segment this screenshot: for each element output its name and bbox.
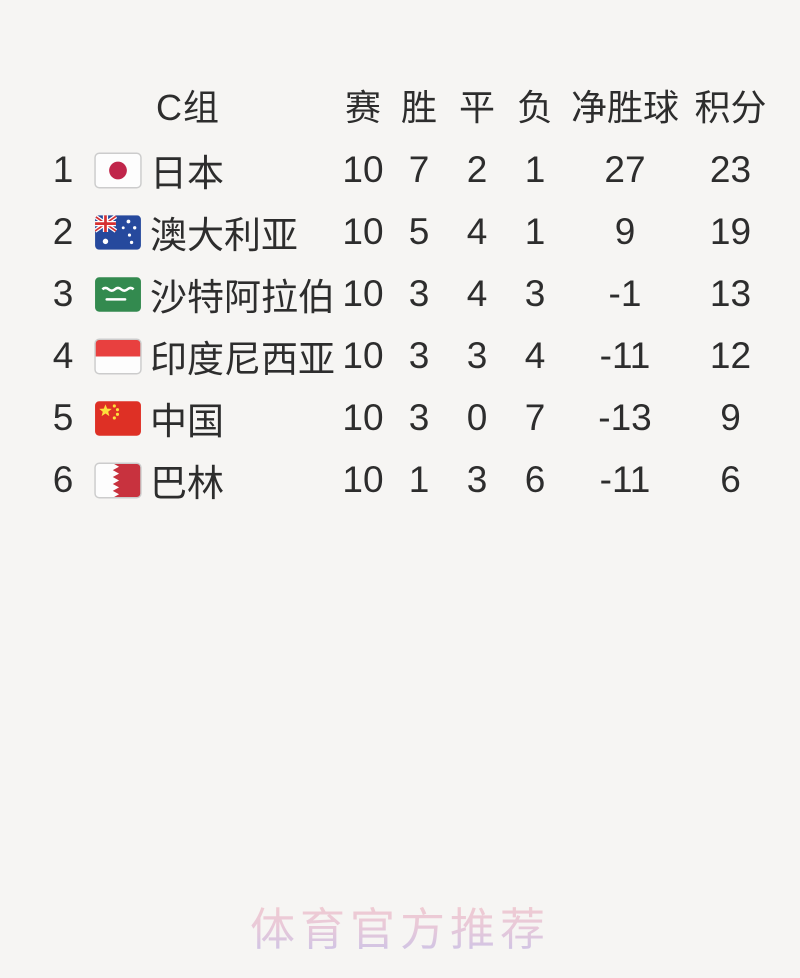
- flag-bahrain-icon: [94, 462, 142, 498]
- watermark-text: 体育官方推荐: [0, 893, 800, 958]
- lost-value: 1: [524, 211, 546, 252]
- rank-label: 3: [52, 273, 74, 314]
- header-won: 胜: [400, 87, 437, 128]
- team-name: 中国: [150, 401, 224, 442]
- points-value: 6: [720, 459, 741, 500]
- rank-label: 2: [52, 211, 74, 252]
- header-drawn: 平: [458, 87, 495, 128]
- goal-diff-value: 9: [614, 211, 636, 252]
- rank-label: 6: [52, 459, 74, 500]
- played-value: 10: [342, 273, 384, 314]
- team-flag: [86, 276, 150, 313]
- goal-diff-value: -1: [608, 273, 642, 314]
- team-flag: [86, 152, 150, 189]
- drawn-value: 0: [466, 397, 488, 438]
- header-goal-diff: 净胜球: [570, 87, 679, 128]
- team-name: 印度尼西亚: [150, 339, 335, 380]
- table-header-row: C组 赛 胜 平 负 净胜球 积分: [40, 76, 775, 134]
- points-value: 9: [720, 397, 741, 438]
- table-row: 1 日本 10 7 2 1 27 23: [40, 139, 775, 201]
- team-name: 日本: [150, 153, 224, 194]
- team-flag: [86, 214, 150, 251]
- lost-value: 3: [524, 273, 546, 314]
- lost-value: 7: [524, 397, 546, 438]
- played-value: 10: [342, 211, 384, 252]
- played-value: 10: [342, 397, 384, 438]
- team-name: 巴林: [150, 463, 224, 504]
- flag-australia-icon: [95, 214, 141, 250]
- lost-value: 4: [524, 335, 546, 376]
- table-row: 4 印度尼西亚 10 3 3 4 -11 12: [40, 325, 775, 387]
- header-played: 赛: [344, 87, 381, 128]
- team-flag: [86, 400, 150, 437]
- table-row: 2: [40, 201, 775, 263]
- won-value: 1: [408, 459, 430, 500]
- drawn-value: 2: [466, 149, 488, 190]
- goal-diff-value: -11: [599, 335, 651, 376]
- team-flag: [86, 462, 150, 499]
- drawn-value: 3: [466, 335, 488, 376]
- won-value: 5: [408, 211, 430, 252]
- points-value: 19: [709, 211, 752, 252]
- rank-label: 4: [52, 335, 74, 376]
- won-value: 3: [408, 273, 430, 314]
- points-value: 23: [709, 149, 752, 190]
- drawn-value: 4: [466, 273, 488, 314]
- won-value: 3: [408, 335, 430, 376]
- won-value: 3: [408, 397, 430, 438]
- points-value: 13: [709, 273, 752, 314]
- flag-japan-icon: [94, 152, 142, 188]
- played-value: 10: [342, 335, 384, 376]
- flag-china-icon: [95, 400, 141, 436]
- points-value: 12: [709, 335, 752, 376]
- table-row: 5 中国 10 3 0 7 -13 9: [40, 387, 775, 449]
- flag-saudi-arabia-icon: [95, 276, 141, 312]
- lost-value: 1: [524, 149, 546, 190]
- team-flag: [86, 338, 150, 375]
- drawn-value: 4: [466, 211, 488, 252]
- flag-indonesia-icon: [94, 338, 142, 374]
- header-lost: 负: [516, 87, 553, 128]
- rank-label: 1: [52, 149, 74, 190]
- table-body: 1 日本 10 7 2 1 27 23 2: [40, 139, 775, 511]
- team-name: 澳大利亚: [150, 215, 298, 256]
- header-points: 积分: [694, 87, 767, 128]
- goal-diff-value: 27: [604, 149, 646, 190]
- team-name: 沙特阿拉伯: [150, 277, 335, 318]
- played-value: 10: [342, 149, 384, 190]
- rank-label: 5: [52, 397, 74, 438]
- standings-table: C组 赛 胜 平 负 净胜球 积分 1 日本 10 7 2 1 27 23 2: [40, 76, 775, 511]
- table-row: 3 沙特阿拉伯 10 3 4 3 -1 13: [40, 263, 775, 325]
- lost-value: 6: [524, 459, 546, 500]
- group-title: C组: [156, 87, 220, 128]
- played-value: 10: [342, 459, 384, 500]
- goal-diff-value: -11: [599, 459, 651, 500]
- drawn-value: 3: [466, 459, 488, 500]
- won-value: 7: [408, 149, 430, 190]
- table-row: 6 巴林 10 1 3 6 -11 6: [40, 449, 775, 511]
- goal-diff-value: -13: [598, 397, 652, 438]
